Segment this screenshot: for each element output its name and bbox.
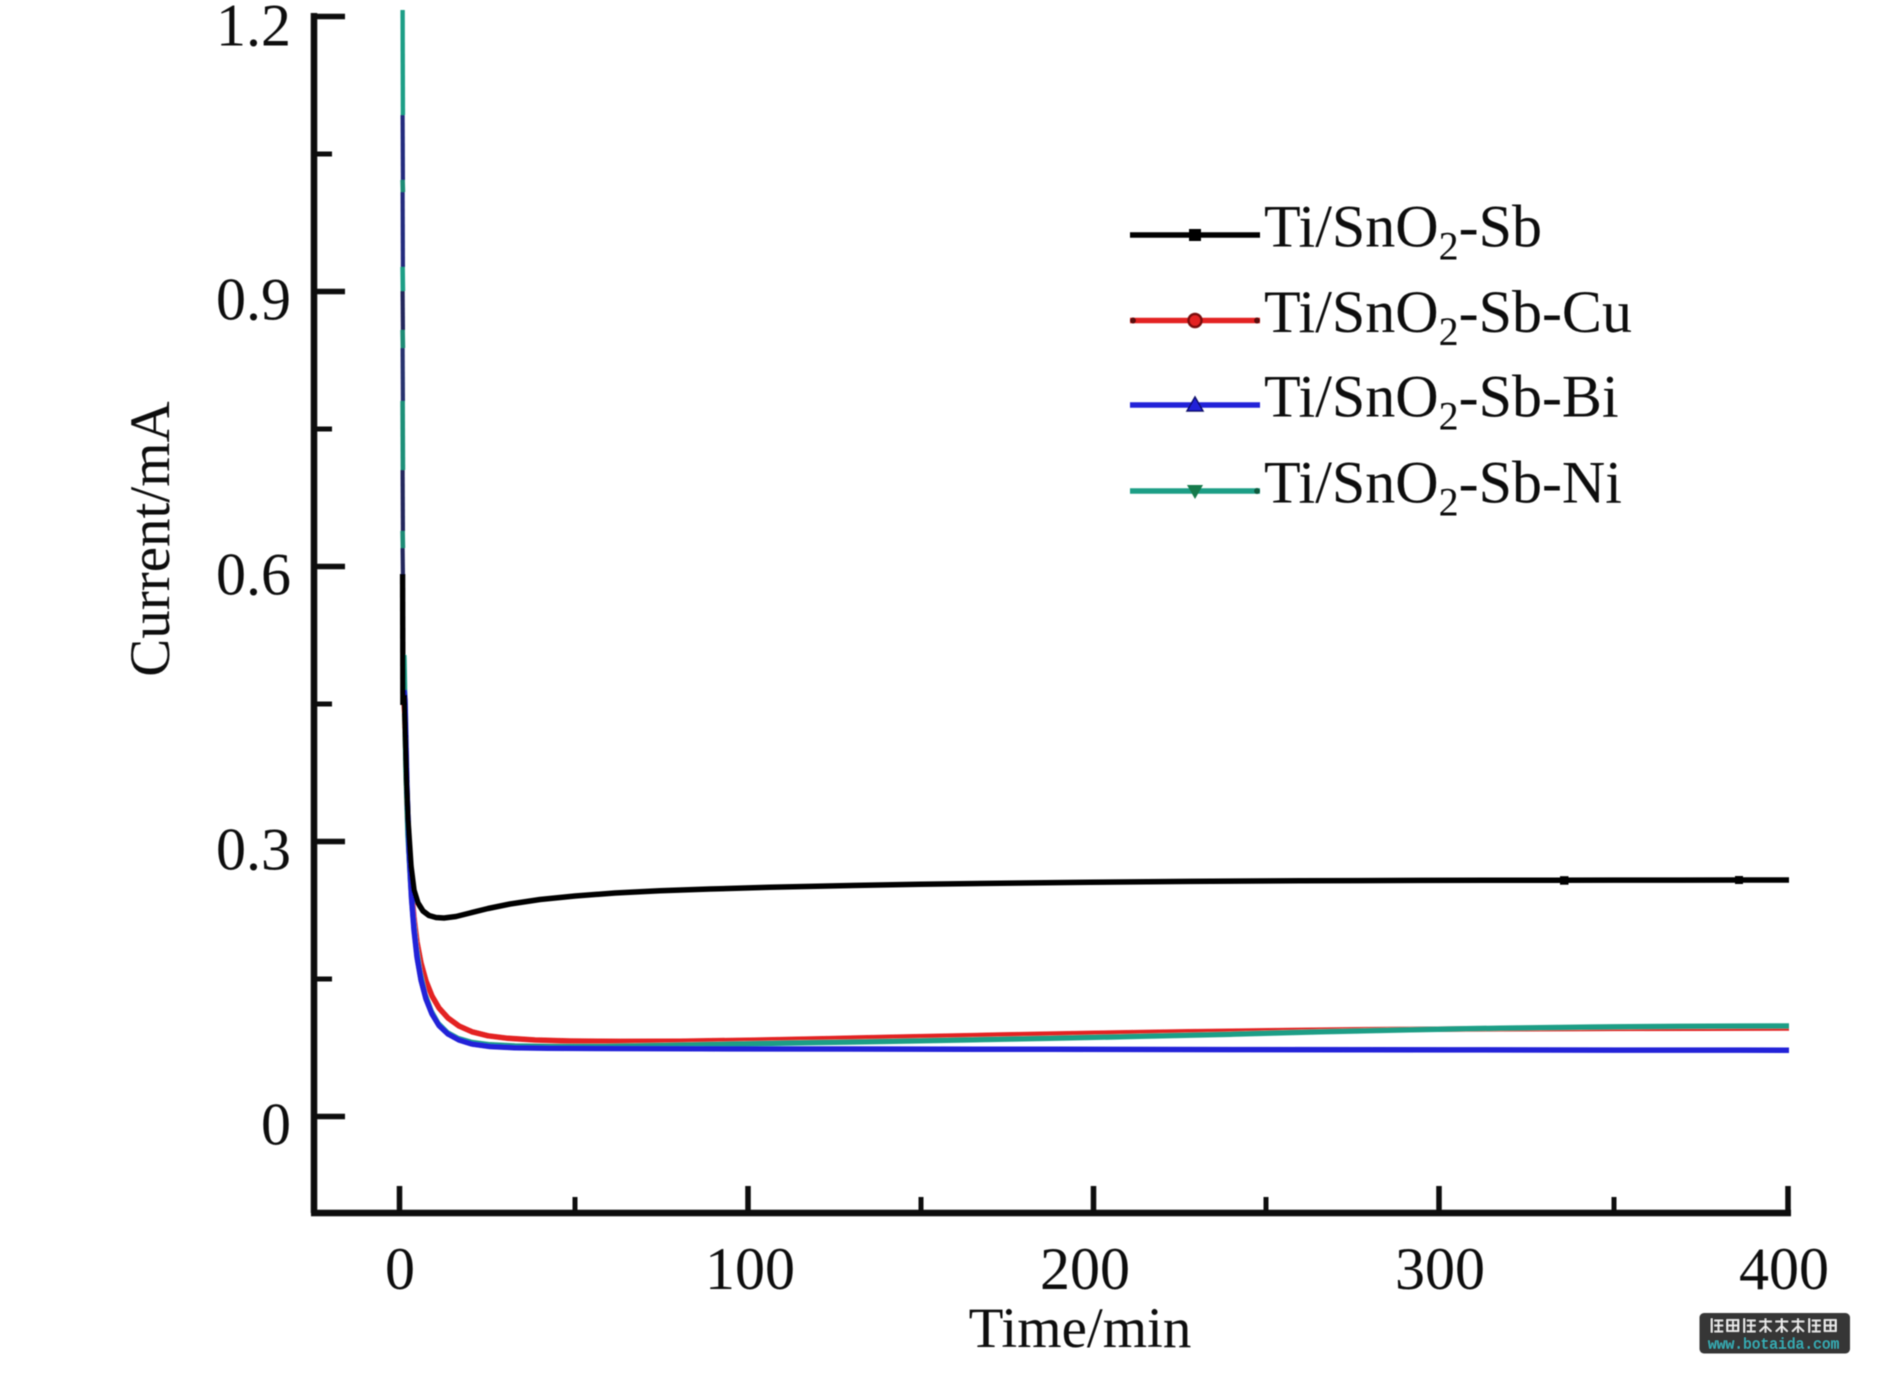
svg-text:Time/min: Time/min	[969, 1297, 1192, 1360]
svg-text:1.2: 1.2	[216, 0, 291, 58]
svg-text:0.9: 0.9	[216, 266, 291, 332]
svg-text:200: 200	[1040, 1236, 1130, 1302]
svg-text:400: 400	[1739, 1236, 1829, 1302]
svg-text:Ti/SnO2-Sb: Ti/SnO2-Sb	[1264, 194, 1542, 269]
svg-text:Ti/SnO2-Sb-Ni: Ti/SnO2-Sb-Ni	[1264, 450, 1622, 525]
svg-text:0.6: 0.6	[216, 541, 291, 607]
svg-text:0: 0	[261, 1091, 291, 1157]
svg-text:Current/mA: Current/mA	[119, 401, 182, 676]
svg-text:www.botaida.com: www.botaida.com	[1708, 1338, 1840, 1354]
svg-text:0.3: 0.3	[216, 816, 291, 882]
svg-text:300: 300	[1395, 1236, 1485, 1302]
svg-text:0: 0	[385, 1236, 415, 1302]
svg-text:100: 100	[705, 1236, 795, 1302]
svg-text:Ti/SnO2-Sb-Bi: Ti/SnO2-Sb-Bi	[1264, 364, 1619, 439]
